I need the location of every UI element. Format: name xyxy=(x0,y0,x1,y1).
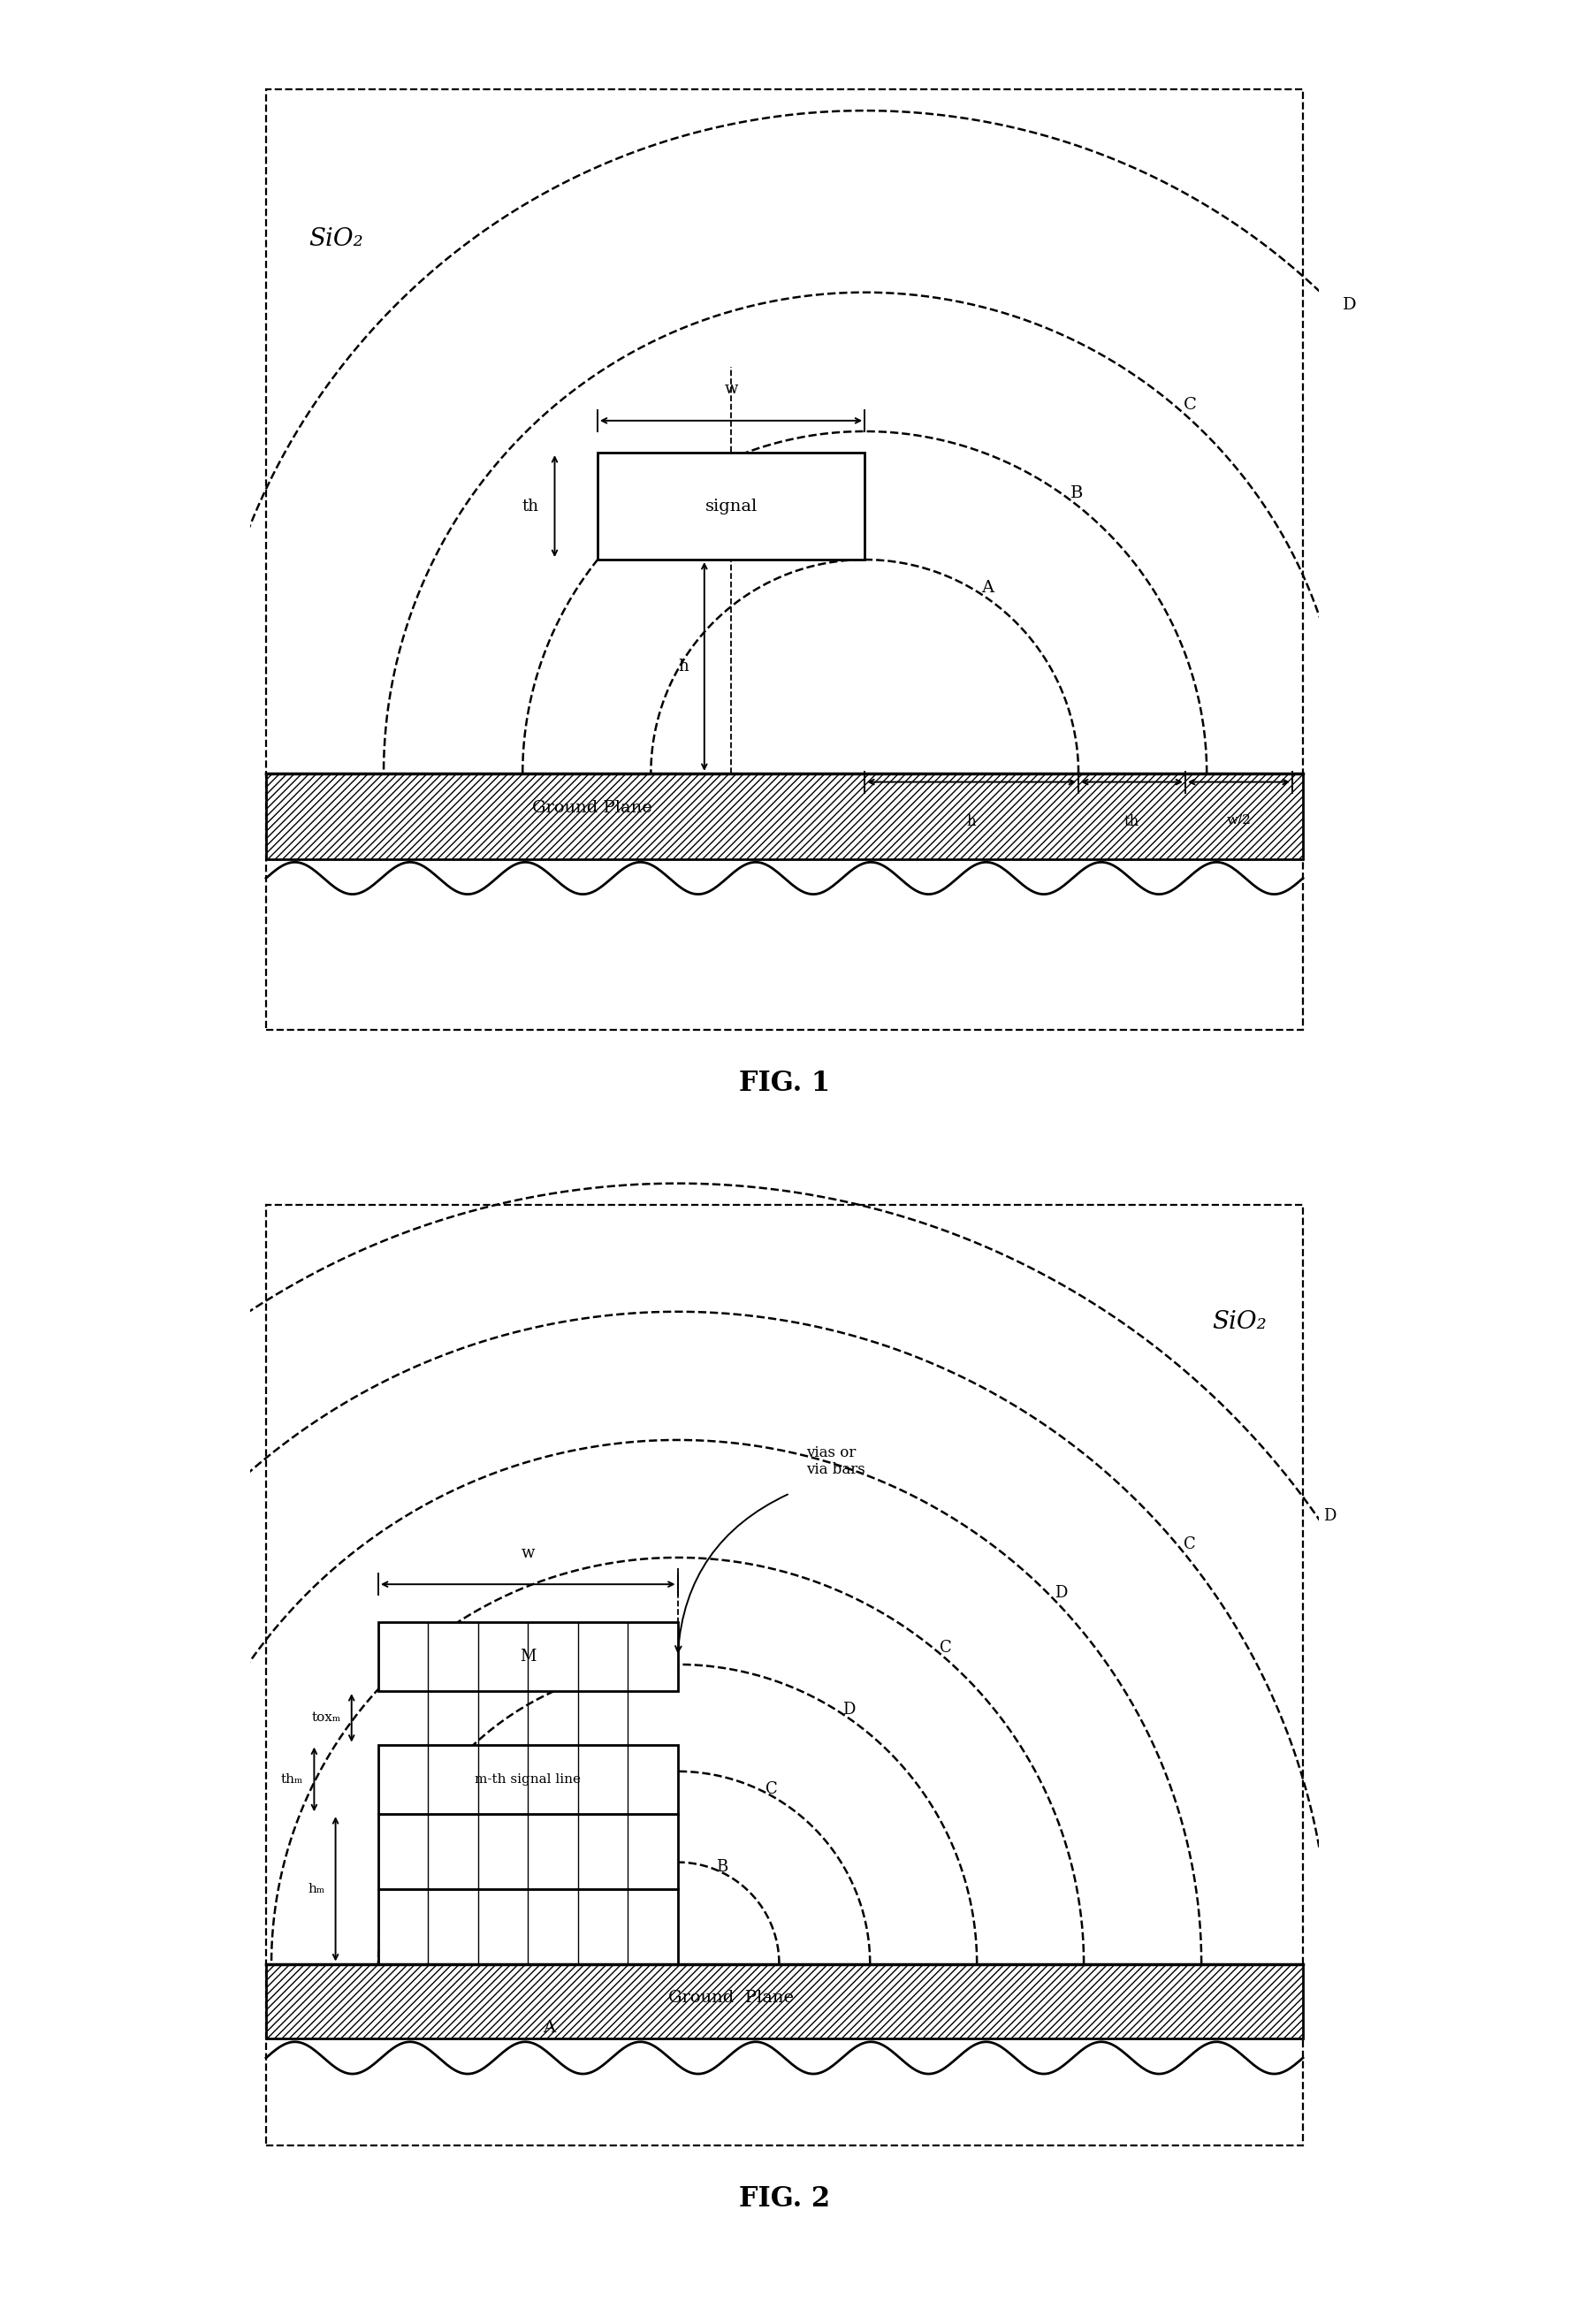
Bar xyxy=(267,1964,1302,2038)
Bar xyxy=(378,1745,678,1815)
Text: B: B xyxy=(715,1859,728,1875)
Text: A: A xyxy=(543,2020,555,2036)
Text: D: D xyxy=(1054,1585,1067,1601)
Text: C: C xyxy=(940,1641,952,1657)
Bar xyxy=(267,774,1302,860)
Bar xyxy=(267,1204,1302,2145)
Text: Ground  Plane: Ground Plane xyxy=(668,1989,794,2006)
Bar xyxy=(267,88,1302,1030)
Text: SiO₂: SiO₂ xyxy=(309,228,364,251)
Text: toxₘ: toxₘ xyxy=(312,1713,340,1724)
Text: thₘ: thₘ xyxy=(281,1773,303,1785)
Text: signal: signal xyxy=(704,497,758,514)
Text: SiO₂: SiO₂ xyxy=(1213,1311,1266,1334)
Text: hₘ: hₘ xyxy=(308,1882,325,1894)
Text: vias or
via bars: vias or via bars xyxy=(806,1446,865,1478)
Text: FIG. 2: FIG. 2 xyxy=(739,2185,830,2212)
Text: th: th xyxy=(522,497,538,514)
Bar xyxy=(598,453,865,560)
Bar xyxy=(378,1815,678,1889)
Text: h: h xyxy=(678,658,689,674)
Text: D: D xyxy=(843,1701,855,1717)
Text: B: B xyxy=(1070,486,1083,502)
Text: FIG. 1: FIG. 1 xyxy=(739,1069,830,1097)
Text: w/2: w/2 xyxy=(1227,813,1250,827)
Text: A: A xyxy=(981,581,993,597)
Text: M: M xyxy=(519,1648,537,1664)
Text: D: D xyxy=(1343,297,1356,314)
Text: th: th xyxy=(1125,813,1139,830)
Text: w: w xyxy=(725,381,737,397)
Text: w: w xyxy=(521,1545,535,1562)
Text: h: h xyxy=(967,813,976,830)
Text: D: D xyxy=(1323,1508,1337,1525)
Bar xyxy=(378,1889,678,1964)
Text: C: C xyxy=(1185,1536,1196,1552)
Text: Ground Plane: Ground Plane xyxy=(532,799,653,816)
Text: C: C xyxy=(766,1783,778,1796)
Text: C: C xyxy=(1183,397,1197,414)
Bar xyxy=(378,1622,678,1692)
Text: m-th signal line: m-th signal line xyxy=(475,1773,581,1785)
